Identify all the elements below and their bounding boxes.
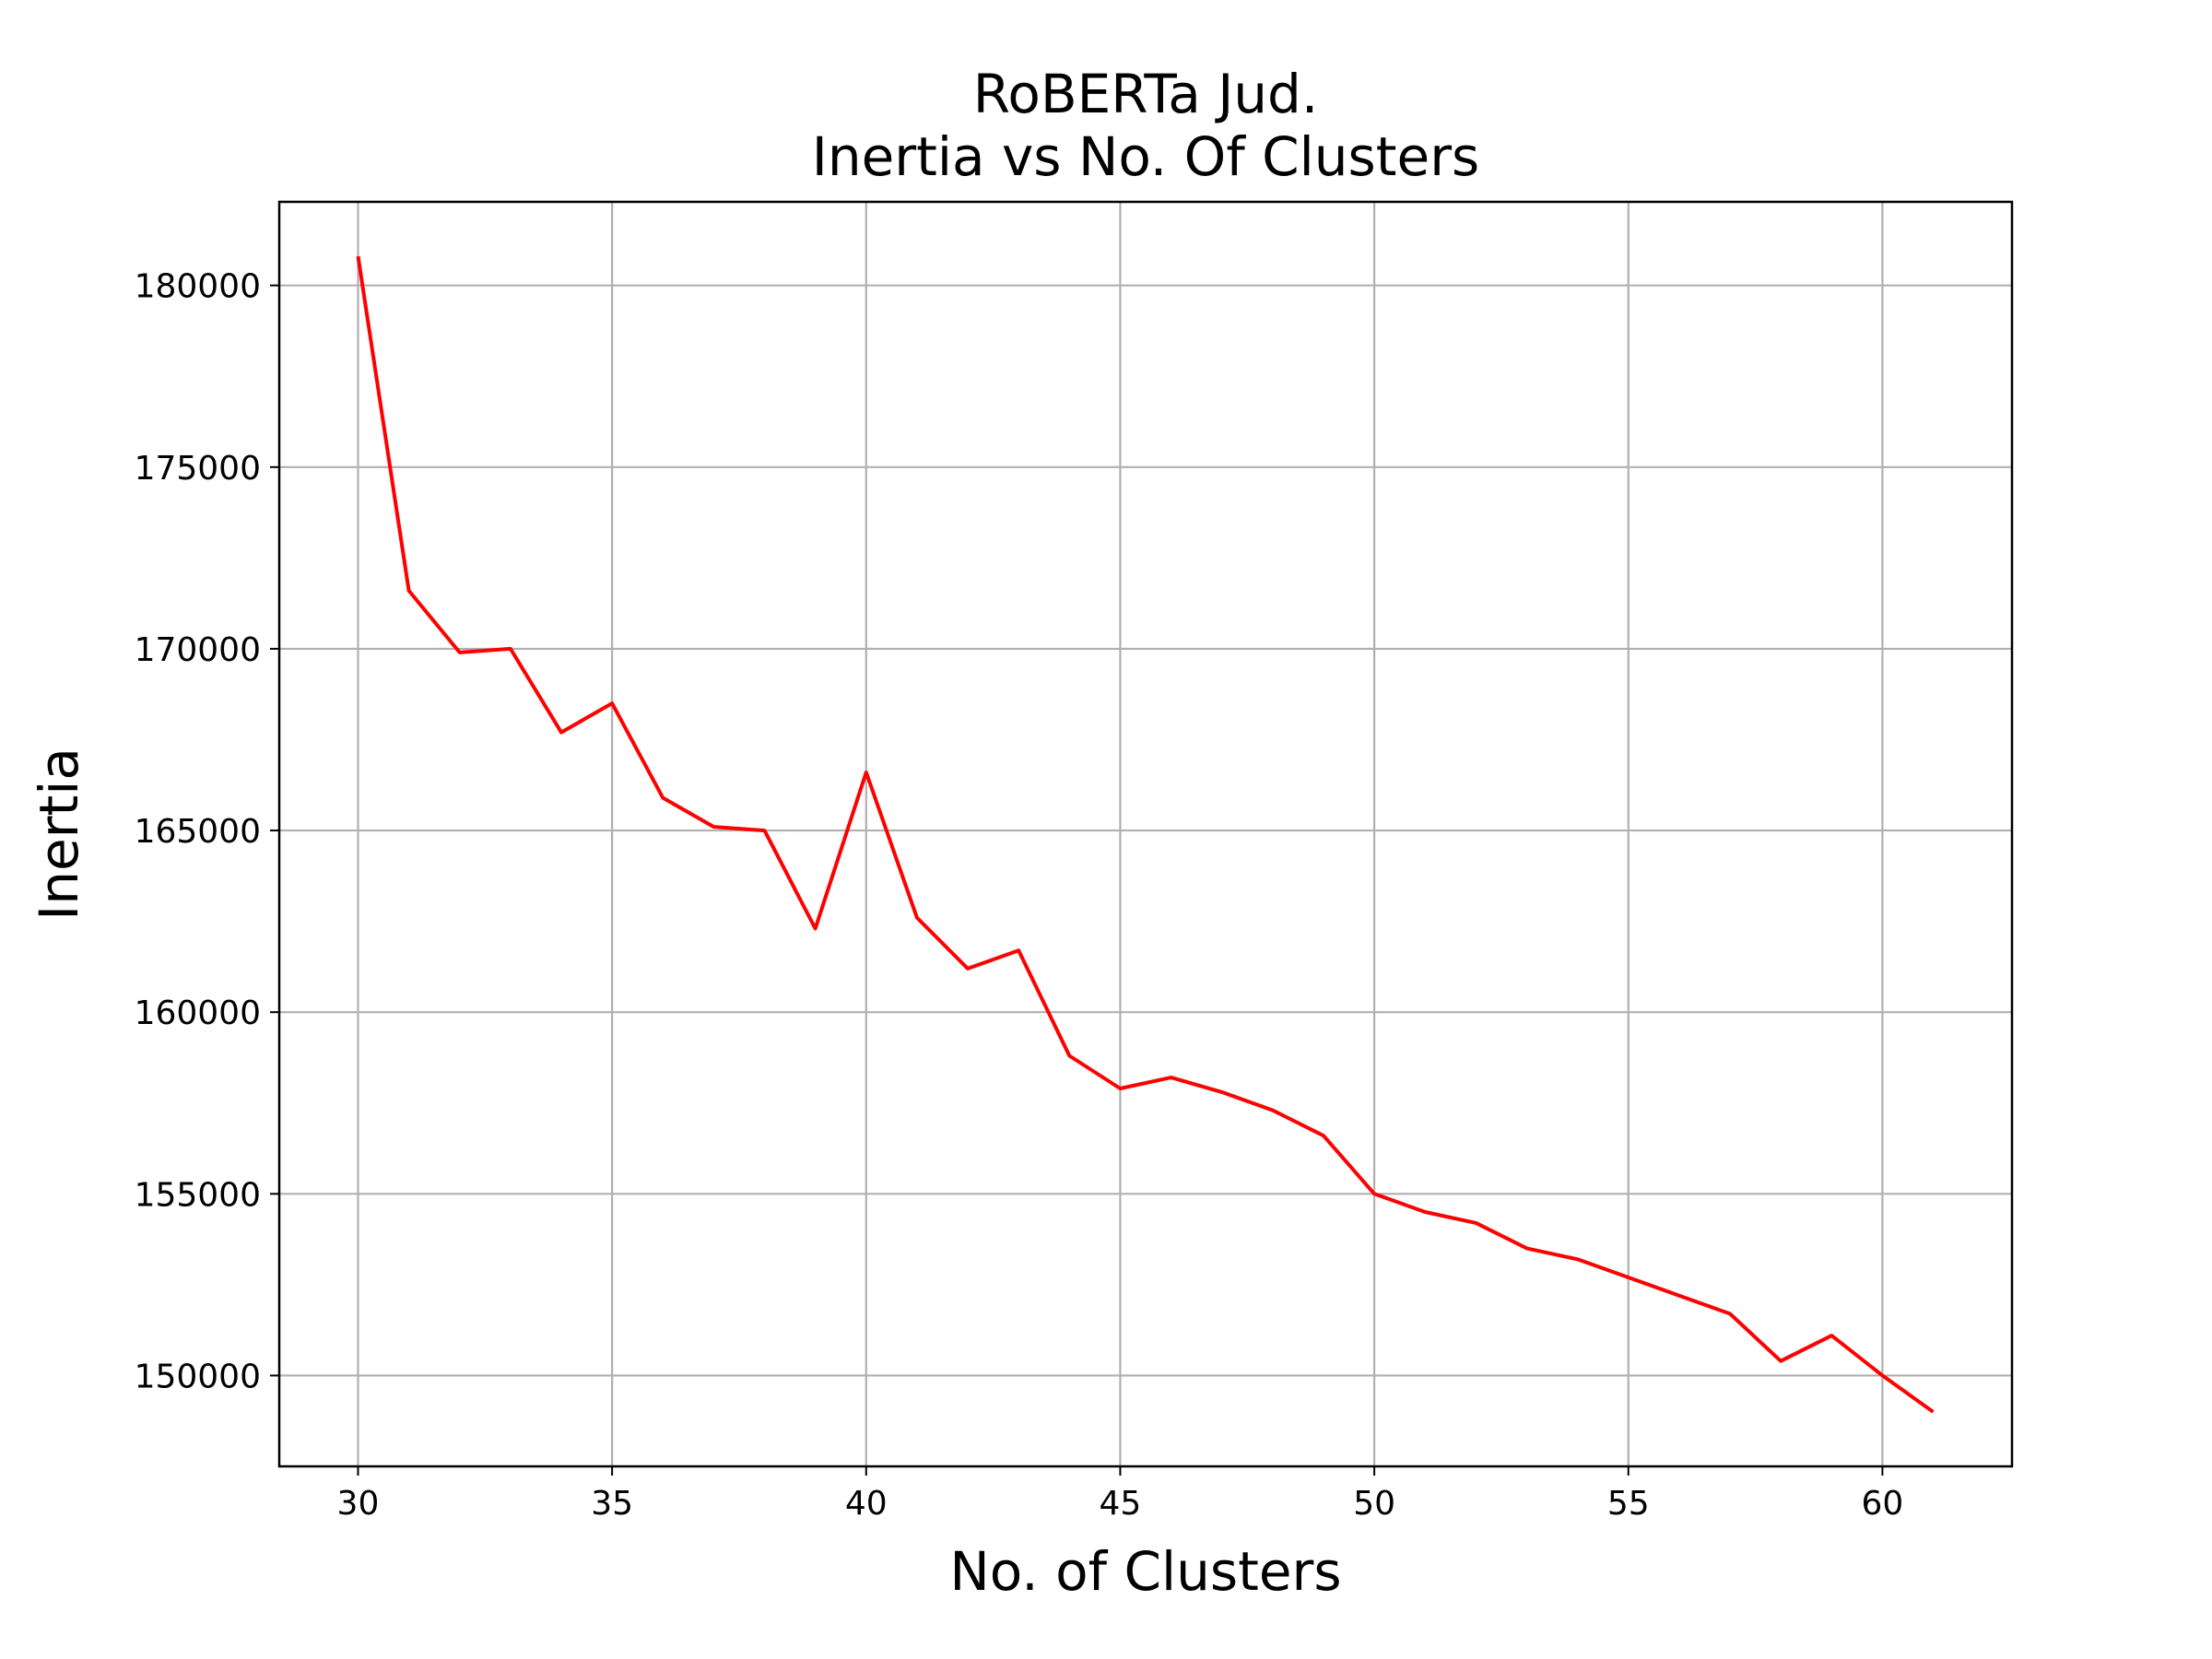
y-tick-label: 175000 <box>135 450 261 488</box>
axis-ticks: 30 35 40 45 50 55 60 150000 155000 160000 165000 17… <box>135 268 1904 1523</box>
y-tick-label: 155000 <box>135 1176 261 1214</box>
series-layer <box>356 255 1935 1414</box>
x-tick-label: 30 <box>337 1485 380 1523</box>
grid-lines <box>279 202 2012 1466</box>
inertia-series-line <box>356 255 1935 1414</box>
x-tick-label: 55 <box>1607 1485 1650 1523</box>
x-tick-label: 40 <box>845 1485 888 1523</box>
y-tick-label: 180000 <box>135 268 261 306</box>
x-tick-label: 35 <box>591 1485 633 1523</box>
y-axis-label: Inertia <box>28 747 90 921</box>
x-tick-label: 45 <box>1100 1485 1142 1523</box>
plot-frame <box>277 200 2014 1468</box>
y-tick-label: 160000 <box>135 994 261 1032</box>
y-tick-label: 170000 <box>135 631 261 669</box>
x-tick-label: 50 <box>1353 1485 1395 1523</box>
y-tick-label: 165000 <box>135 813 261 851</box>
chart-title-line-2: Inertia vs No. Of Clusters <box>812 125 1480 188</box>
x-tick-label: 60 <box>1862 1485 1904 1523</box>
chart-title-line-1: RoBERTa Jud. <box>973 63 1319 125</box>
x-axis-label: No. of Clusters <box>949 1540 1341 1603</box>
y-tick-label: 150000 <box>135 1358 261 1395</box>
